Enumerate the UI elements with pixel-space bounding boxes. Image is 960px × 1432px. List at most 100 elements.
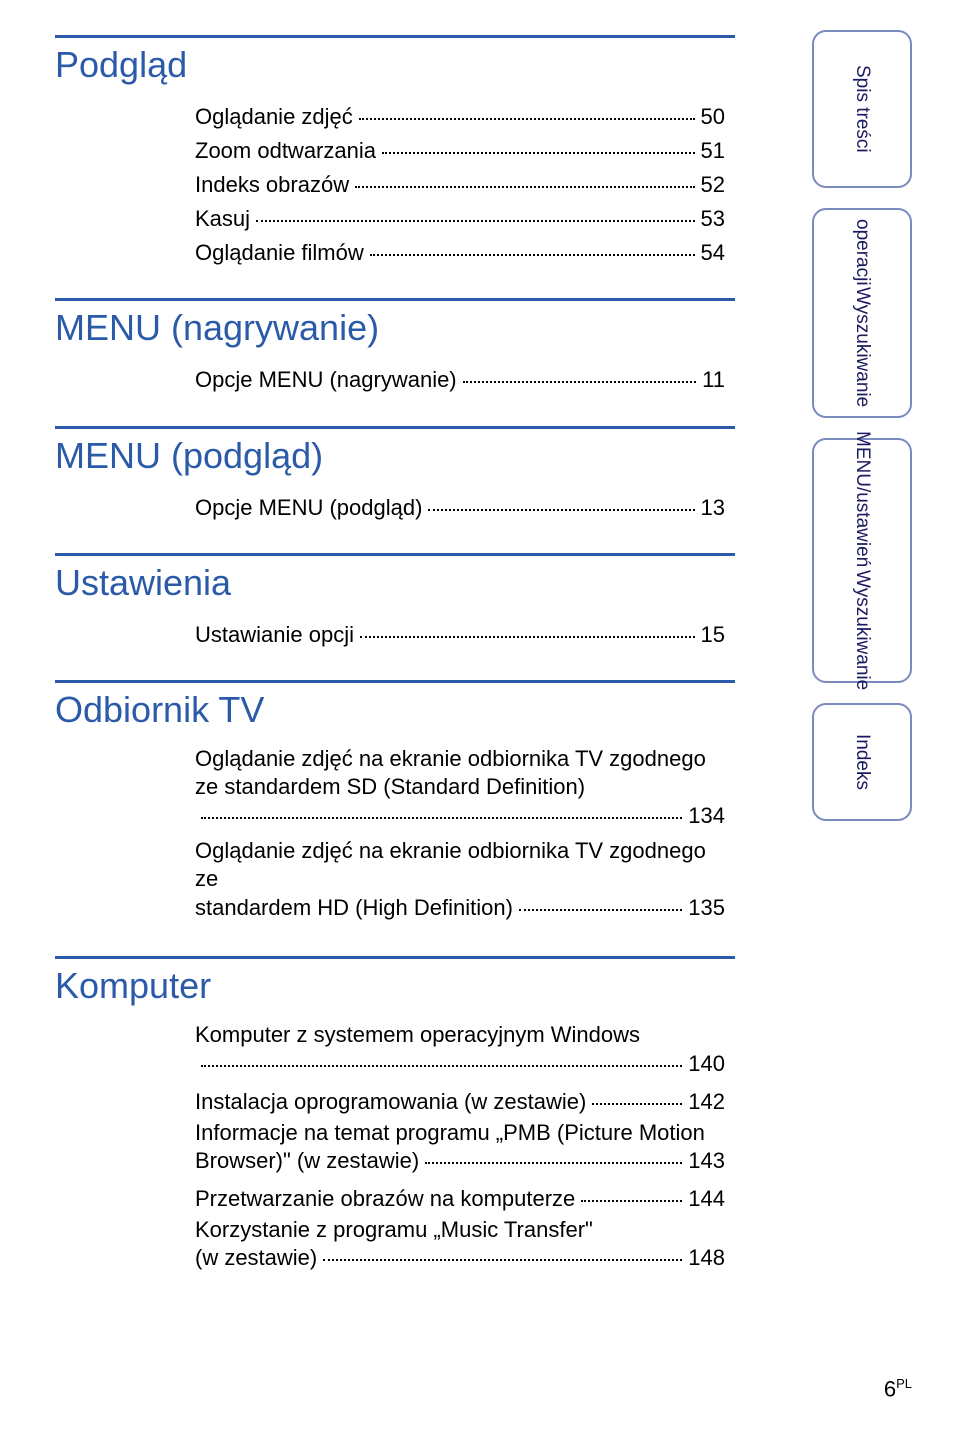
section-title: Komputer bbox=[55, 965, 735, 1007]
toc-leader bbox=[425, 1162, 682, 1164]
toc-entry[interactable]: Oglądanie zdjęć 50 bbox=[195, 100, 725, 134]
toc-entry[interactable]: Oglądanie filmów 54 bbox=[195, 236, 725, 270]
toc-section: PodglądOglądanie zdjęć50Zoom odtwarzania… bbox=[55, 35, 735, 270]
toc-tail-row: 134 bbox=[195, 802, 725, 831]
toc-label: Oglądanie zdjęć bbox=[195, 100, 353, 134]
toc-entry[interactable]: Zoom odtwarzania 51 bbox=[195, 134, 725, 168]
sidebar-tab[interactable]: Indeks bbox=[812, 703, 912, 821]
toc-page: 52 bbox=[701, 168, 725, 202]
toc-tail-row: (w zestawie) 148 bbox=[195, 1244, 725, 1273]
toc-label: Instalacja oprogramowania (w zestawie) bbox=[195, 1085, 586, 1119]
toc-entry[interactable]: Komputer z systemem operacyjnym Windows1… bbox=[195, 1021, 725, 1078]
toc-label: Oglądanie filmów bbox=[195, 236, 364, 270]
toc-entry[interactable]: Informacje na temat programu „PMB (Pictu… bbox=[195, 1119, 725, 1176]
section-items: Komputer z systemem operacyjnym Windows1… bbox=[55, 1021, 735, 1279]
section-rule bbox=[55, 426, 735, 429]
toc-label: Kasuj bbox=[195, 202, 250, 236]
toc-content: PodglądOglądanie zdjęć50Zoom odtwarzania… bbox=[55, 35, 735, 1307]
section-items: Opcje MENU (nagrywanie) 11 bbox=[55, 363, 735, 397]
toc-entry[interactable]: Oglądanie zdjęć na ekranie odbiornika TV… bbox=[195, 745, 725, 831]
toc-section: Komputer Komputer z systemem operacyjnym … bbox=[55, 956, 735, 1279]
toc-entry[interactable]: Przetwarzanie obrazów na komputerze 144 bbox=[195, 1182, 725, 1216]
toc-leader bbox=[360, 636, 695, 638]
toc-label-tail: standardem HD (High Definition) bbox=[195, 894, 513, 923]
section-title: Podgląd bbox=[55, 44, 735, 86]
sidebar-tab[interactable]: Spis treści bbox=[812, 30, 912, 188]
toc-leader bbox=[592, 1103, 682, 1105]
toc-leader bbox=[201, 817, 682, 819]
sidebar-tabs: Spis treści operacjiWyszukiwanie MENU/usta… bbox=[812, 30, 912, 821]
toc-entry[interactable]: Oglądanie zdjęć na ekranie odbiornika TV… bbox=[195, 837, 725, 923]
toc-page: 134 bbox=[688, 802, 725, 831]
toc-label: Informacje na temat programu „PMB (Pictu… bbox=[195, 1119, 725, 1148]
toc-label-tail: (w zestawie) bbox=[195, 1244, 317, 1273]
toc-section: Odbiornik TV Oglądanie zdjęć na ekranie o… bbox=[55, 680, 735, 929]
toc-leader bbox=[428, 509, 694, 511]
section-title: Odbiornik TV bbox=[55, 689, 735, 731]
page-number: 6PL bbox=[884, 1376, 912, 1402]
section-rule bbox=[55, 35, 735, 38]
toc-label: Przetwarzanie obrazów na komputerze bbox=[195, 1182, 575, 1216]
toc-page: 53 bbox=[701, 202, 725, 236]
toc-label: Indeks obrazów bbox=[195, 168, 349, 202]
toc-tail-row: standardem HD (High Definition)135 bbox=[195, 894, 725, 923]
toc-leader bbox=[370, 254, 695, 256]
toc-page: 54 bbox=[701, 236, 725, 270]
toc-tail-row: 140 bbox=[195, 1050, 725, 1079]
toc-entry[interactable]: Opcje MENU (podgląd)13 bbox=[195, 491, 725, 525]
tab-label: Spis treści bbox=[850, 65, 874, 153]
toc-label: Oglądanie zdjęć na ekranie odbiornika TV… bbox=[195, 745, 725, 802]
section-rule bbox=[55, 680, 735, 683]
toc-section: MENU (nagrywanie) Opcje MENU (nagrywanie)… bbox=[55, 298, 735, 397]
section-items: Opcje MENU (podgląd)13 bbox=[55, 491, 735, 525]
toc-page: 143 bbox=[688, 1147, 725, 1176]
toc-tail-row: Browser)" (w zestawie) 143 bbox=[195, 1147, 725, 1176]
toc-leader bbox=[323, 1259, 682, 1261]
toc-leader bbox=[201, 1065, 682, 1067]
toc-label: Korzystanie z programu „Music Transfer" bbox=[195, 1216, 725, 1245]
toc-entry[interactable]: Ustawianie opcji 15 bbox=[195, 618, 725, 652]
toc-page: 148 bbox=[688, 1244, 725, 1273]
toc-entry[interactable]: Opcje MENU (nagrywanie) 11 bbox=[195, 363, 725, 397]
tab-label: Indeks bbox=[850, 734, 874, 790]
section-title: MENU (nagrywanie) bbox=[55, 307, 735, 349]
toc-page: 11 bbox=[702, 363, 725, 397]
toc-label: Zoom odtwarzania bbox=[195, 134, 376, 168]
section-title: MENU (podgląd) bbox=[55, 435, 735, 477]
toc-leader bbox=[355, 186, 694, 188]
section-rule bbox=[55, 956, 735, 959]
sidebar-tab[interactable]: operacjiWyszukiwanie bbox=[812, 208, 912, 418]
tab-label: operacjiWyszukiwanie bbox=[850, 219, 874, 408]
page-number-suffix: PL bbox=[896, 1376, 912, 1391]
toc-page: 50 bbox=[701, 100, 725, 134]
toc-label-tail: Browser)" (w zestawie) bbox=[195, 1147, 419, 1176]
toc-leader bbox=[256, 220, 694, 222]
toc-page: 13 bbox=[701, 491, 725, 525]
toc-entry[interactable]: Korzystanie z programu „Music Transfer"(… bbox=[195, 1216, 725, 1273]
toc-label: Oglądanie zdjęć na ekranie odbiornika TV… bbox=[195, 837, 725, 894]
toc-entry[interactable]: Instalacja oprogramowania (w zestawie) 14… bbox=[195, 1085, 725, 1119]
toc-section: Ustawienia Ustawianie opcji 15 bbox=[55, 553, 735, 652]
toc-entry[interactable]: Indeks obrazów 52 bbox=[195, 168, 725, 202]
toc-section: MENU (podgląd) Opcje MENU (podgląd)13 bbox=[55, 426, 735, 525]
section-rule bbox=[55, 298, 735, 301]
section-items: Ustawianie opcji 15 bbox=[55, 618, 735, 652]
toc-page: 15 bbox=[701, 618, 725, 652]
section-title: Ustawienia bbox=[55, 562, 735, 604]
page-number-value: 6 bbox=[884, 1376, 896, 1401]
toc-entry[interactable]: Kasuj 53 bbox=[195, 202, 725, 236]
toc-leader bbox=[463, 381, 697, 383]
toc-label: Opcje MENU (nagrywanie) bbox=[195, 363, 457, 397]
tab-label: MENU/ustawieńWyszukiwanie bbox=[850, 431, 874, 689]
sidebar-tab[interactable]: MENU/ustawieńWyszukiwanie bbox=[812, 438, 912, 683]
toc-label: Komputer z systemem operacyjnym Windows bbox=[195, 1021, 725, 1050]
toc-leader bbox=[519, 909, 682, 911]
toc-leader bbox=[382, 152, 695, 154]
toc-leader bbox=[581, 1200, 682, 1202]
toc-label: Ustawianie opcji bbox=[195, 618, 354, 652]
toc-page: 144 bbox=[688, 1182, 725, 1216]
toc-page: 142 bbox=[688, 1085, 725, 1119]
toc-page: 51 bbox=[701, 134, 725, 168]
toc-leader bbox=[359, 118, 695, 120]
section-rule bbox=[55, 553, 735, 556]
